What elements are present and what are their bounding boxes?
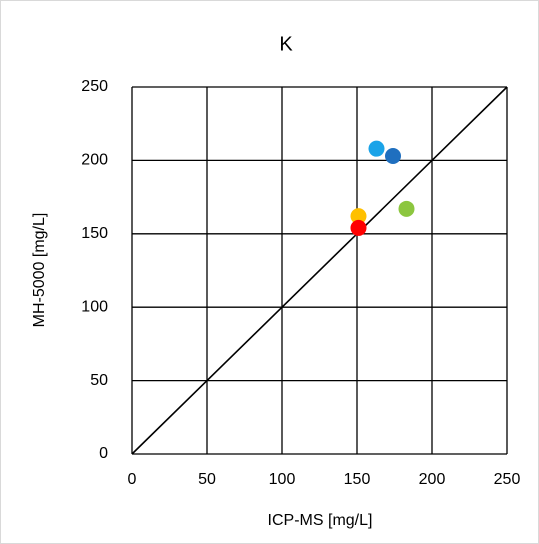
x-tick-label: 250 xyxy=(494,471,521,488)
chart-title: K xyxy=(279,33,293,55)
identity-line xyxy=(131,86,508,455)
y-tick-label: 50 xyxy=(90,372,108,389)
point xyxy=(350,208,367,225)
y-tick-label: 250 xyxy=(81,78,108,95)
x-axis-label: ICP-MS [mg/L] xyxy=(268,512,373,529)
y-tick-label: 100 xyxy=(81,298,108,315)
point xyxy=(398,200,415,217)
x-tick-label: 200 xyxy=(419,471,446,488)
y-axis-label: MH-5000 [mg/L] xyxy=(31,213,48,328)
y-tick-label: 0 xyxy=(99,445,108,462)
x-tick-label: 150 xyxy=(344,471,371,488)
x-tick-label: 100 xyxy=(269,471,296,488)
y-tick-label: 200 xyxy=(81,152,108,169)
x-tick-label: 0 xyxy=(128,471,137,488)
point xyxy=(368,140,385,157)
point xyxy=(350,219,367,236)
y-tick-label: 150 xyxy=(81,225,108,242)
x-tick-label: 50 xyxy=(198,471,216,488)
point xyxy=(385,147,401,164)
